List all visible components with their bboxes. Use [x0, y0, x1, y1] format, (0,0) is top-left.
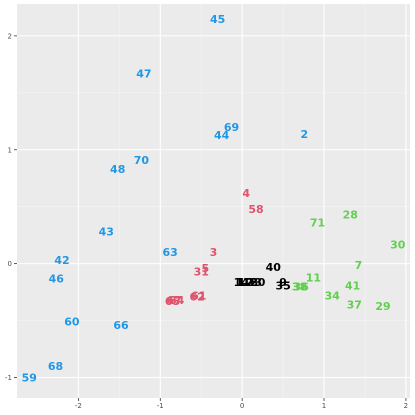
- point-label-29: 29: [375, 300, 390, 313]
- point-label-3: 3: [210, 246, 218, 259]
- point-label-4: 4: [242, 187, 250, 200]
- point-label-31: 31: [194, 266, 209, 279]
- point-label-12: 12: [238, 276, 253, 289]
- y-tick-label: 0: [8, 260, 12, 268]
- point-label-7: 7: [355, 259, 363, 272]
- point-label-59: 59: [22, 372, 37, 385]
- point-label-28: 28: [343, 209, 358, 222]
- grid-lines: [17, 4, 410, 398]
- point-label-63: 63: [162, 246, 177, 259]
- point-label-9: 9: [279, 276, 287, 289]
- point-label-23: 23: [247, 276, 262, 289]
- point-label-18: 18: [243, 276, 258, 289]
- point-label-43: 43: [99, 226, 114, 239]
- point-label-47: 47: [136, 67, 151, 80]
- point-label-38: 38: [292, 280, 307, 293]
- point-label-71: 71: [310, 217, 325, 230]
- x-tick-label: 2: [404, 402, 408, 410]
- point-label-60: 60: [64, 316, 80, 329]
- point-label-5: 5: [201, 262, 209, 275]
- point-label-69: 69: [224, 121, 239, 134]
- point-label-30: 30: [390, 238, 406, 251]
- x-tick-label: 1: [322, 402, 326, 410]
- point-label-37: 37: [347, 299, 362, 312]
- y-tick-label: 1: [8, 146, 12, 154]
- point-label-70: 70: [134, 154, 150, 167]
- point-label-46: 46: [49, 272, 65, 285]
- point-label-58: 58: [248, 203, 263, 216]
- point-label-66: 66: [113, 319, 129, 332]
- point-label-48: 48: [110, 163, 125, 176]
- point-label-14: 14: [234, 276, 250, 289]
- point-label-20: 20: [250, 276, 266, 289]
- point-label-62: 62: [189, 291, 204, 304]
- point-label-68: 68: [48, 360, 63, 373]
- point-label-35: 35: [275, 279, 290, 292]
- point-label-41: 41: [345, 279, 360, 292]
- plot-panel: [17, 4, 410, 398]
- point-label-36: 36: [293, 280, 309, 293]
- point-label-67: 67: [167, 294, 182, 307]
- y-tick-label: -1: [5, 374, 12, 382]
- x-tick-label: -1: [157, 402, 164, 410]
- point-label-64: 64: [169, 294, 185, 307]
- point-label-45: 45: [210, 13, 225, 26]
- point-label-1: 1: [236, 276, 244, 289]
- point-label-65: 65: [165, 295, 180, 308]
- y-tick-label: 2: [8, 32, 12, 40]
- x-tick-label: -2: [75, 402, 82, 410]
- point-label-44: 44: [214, 129, 230, 142]
- point-label-2: 2: [301, 128, 309, 141]
- point-label-42: 42: [54, 254, 69, 267]
- point-label-11: 11: [306, 271, 321, 284]
- point-label-34: 34: [325, 290, 341, 303]
- point-label-61: 61: [191, 290, 206, 303]
- x-tick-label: 0: [240, 402, 244, 410]
- point-label-40: 40: [266, 261, 282, 274]
